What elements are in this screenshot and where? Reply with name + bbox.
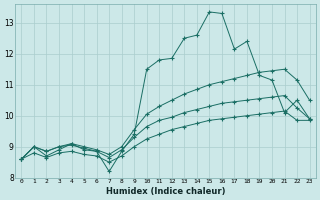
X-axis label: Humidex (Indice chaleur): Humidex (Indice chaleur) (106, 187, 225, 196)
